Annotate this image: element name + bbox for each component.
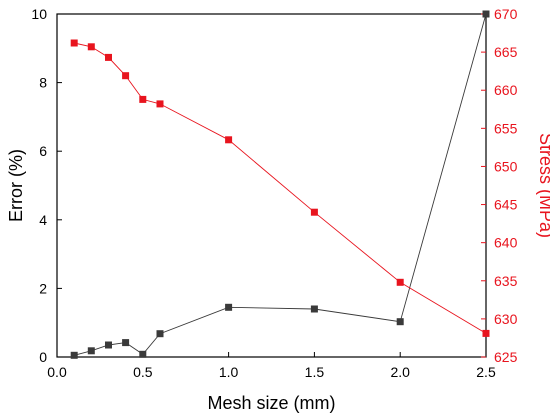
x-tick-label: 2.5 <box>476 364 496 380</box>
y-right-tick-label: 630 <box>494 311 518 327</box>
series-right-point <box>156 100 164 108</box>
series-right-point <box>482 329 490 337</box>
series-right-point <box>122 72 130 80</box>
x-tick-label: 1.5 <box>305 364 325 380</box>
series-left-point <box>122 339 130 347</box>
series-right-point <box>87 43 95 51</box>
series-right-point <box>139 95 147 103</box>
y-axis-left-title: Error (%) <box>6 149 26 222</box>
tick-marks <box>56 13 487 358</box>
series-left-line <box>74 13 487 356</box>
data-series <box>70 10 490 359</box>
tick-labels: 0.0 0.5 1.0 1.5 2.0 2.5 0 2 4 6 8 10 625 630 635 640 645… <box>31 6 517 380</box>
series-left-point <box>225 303 233 311</box>
series-left-point <box>396 318 404 326</box>
y-left-tick-label: 4 <box>39 212 47 228</box>
x-axis-title: Mesh size (mm) <box>207 393 335 413</box>
y-left-tick-label: 10 <box>31 6 47 22</box>
series-left-point <box>105 341 112 349</box>
y-right-tick-label: 655 <box>494 120 518 136</box>
x-tick-label: 0.5 <box>133 364 153 380</box>
series-right-line <box>74 42 487 334</box>
series-left-point <box>482 10 490 18</box>
y-left-tick-label: 6 <box>39 143 47 159</box>
plot-frame <box>56 13 487 358</box>
y-axis-right-title: Stress (MPa) <box>536 133 550 238</box>
series-right-point <box>396 278 404 286</box>
series-right-point <box>310 208 318 216</box>
y-left-tick-label: 8 <box>39 75 47 91</box>
y-right-tick-label: 665 <box>494 44 518 60</box>
y-right-tick-label: 645 <box>494 197 518 213</box>
series-right-point <box>70 39 78 47</box>
series-right-point <box>225 136 233 144</box>
y-right-tick-label: 640 <box>494 235 518 251</box>
y-right-tick-label: 650 <box>494 158 518 174</box>
y-right-tick-label: 660 <box>494 82 518 98</box>
x-tick-label: 2.0 <box>390 364 410 380</box>
series-left-point <box>139 350 147 358</box>
x-tick-label: 0.0 <box>47 364 67 380</box>
y-right-tick-label: 625 <box>494 349 518 365</box>
series-right-point <box>105 53 112 61</box>
series-left-point <box>70 351 78 359</box>
series-left-point <box>310 305 318 313</box>
y-left-tick-label: 2 <box>39 280 47 296</box>
y-left-tick-label: 0 <box>39 349 47 365</box>
y-right-tick-label: 670 <box>494 6 518 22</box>
x-tick-label: 1.0 <box>219 364 239 380</box>
series-left-point <box>156 330 164 338</box>
y-right-tick-label: 635 <box>494 273 518 289</box>
series-left-point <box>87 347 95 355</box>
